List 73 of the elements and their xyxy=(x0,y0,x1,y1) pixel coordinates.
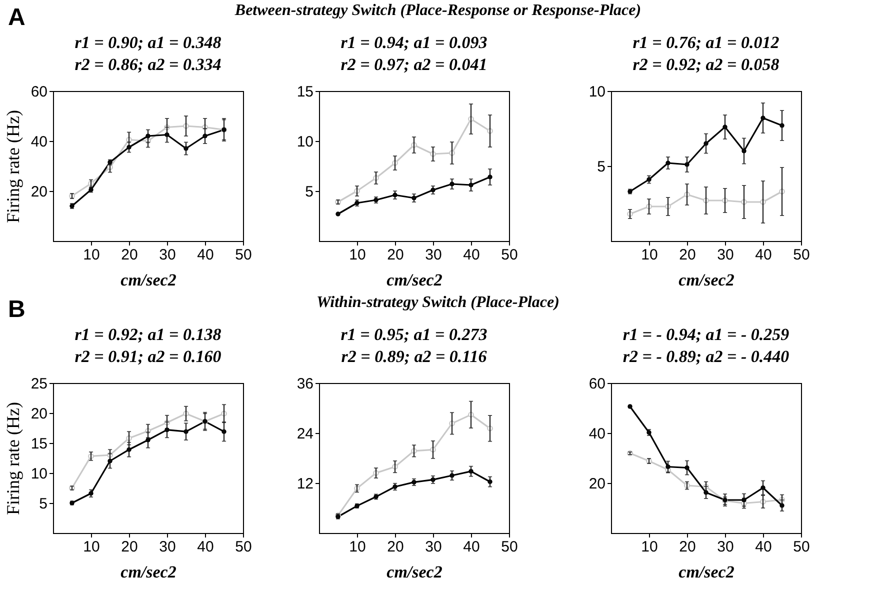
y-tick-label: 10 xyxy=(588,84,606,100)
text: Within-strategy Switch (Place-Place) xyxy=(316,294,560,311)
y-tick-label: 40 xyxy=(588,426,606,442)
x-tick-label: 10 xyxy=(641,246,658,264)
x-tick-label: 40 xyxy=(755,538,772,556)
text: B xyxy=(8,296,26,324)
text: r1 = 0.90; a1 = 0.348 xyxy=(74,33,222,52)
x-tick-label: 40 xyxy=(463,538,480,556)
text: r2 = 0.89; a2 = 0.116 xyxy=(341,347,487,366)
x-tick-label: 40 xyxy=(197,538,214,556)
text: r2 = - 0.89; a2 = - 0.440 xyxy=(622,347,790,366)
x-tick-label: 50 xyxy=(793,538,810,556)
y-tick-label: 60 xyxy=(30,84,48,100)
y-tick-label: 20 xyxy=(30,406,48,422)
x-tick-label: 50 xyxy=(793,246,810,264)
text: Between-strategy Switch (Place-Response or Response-Place) xyxy=(234,2,642,19)
x-tick-label: 20 xyxy=(679,538,696,556)
y-tick-label: 20 xyxy=(588,476,606,492)
y-tick-label: 10 xyxy=(30,466,48,482)
x-tick-label: 10 xyxy=(83,538,100,556)
text: r1 = 0.92; a1 = 0.138 xyxy=(74,325,222,344)
x-tick-label: 30 xyxy=(425,246,442,264)
x-tick-label: 20 xyxy=(121,538,138,556)
y-tick-label: 60 xyxy=(588,376,606,392)
text: r1 = - 0.94; a1 = - 0.259 xyxy=(622,325,790,344)
y-tick-label: 5 xyxy=(305,184,314,200)
x-axis-title: cm/sec2 xyxy=(386,562,443,582)
x-tick-label: 40 xyxy=(463,246,480,264)
y-tick-label: 15 xyxy=(30,436,48,452)
y-tick-label: 40 xyxy=(30,134,48,150)
x-tick-label: 40 xyxy=(197,246,214,264)
x-tick-label: 10 xyxy=(641,538,658,556)
y-tick-label: 10 xyxy=(296,134,314,150)
x-tick-label: 40 xyxy=(755,246,772,264)
y-tick-label: 15 xyxy=(296,84,314,100)
y-axis-title: Firing rate (Hz) xyxy=(2,110,23,223)
y-tick-label: 20 xyxy=(30,184,48,200)
text: r2 = 0.86; a2 = 0.334 xyxy=(74,55,222,74)
x-axis-title: cm/sec2 xyxy=(678,270,735,290)
x-tick-label: 10 xyxy=(349,538,366,556)
text: r2 = 0.92; a2 = 0.058 xyxy=(632,55,780,74)
x-tick-label: 10 xyxy=(349,246,366,264)
x-tick-label: 10 xyxy=(83,246,100,264)
x-tick-label: 50 xyxy=(501,538,518,556)
x-tick-label: 30 xyxy=(159,246,176,264)
y-tick-label: 24 xyxy=(296,426,314,442)
x-tick-label: 30 xyxy=(159,538,176,556)
x-tick-label: 20 xyxy=(121,246,138,264)
x-tick-label: 50 xyxy=(235,246,252,264)
text: r2 = 0.91; a2 = 0.160 xyxy=(74,347,222,366)
x-tick-label: 50 xyxy=(235,538,252,556)
x-axis-title: cm/sec2 xyxy=(678,562,735,582)
x-tick-label: 30 xyxy=(425,538,442,556)
x-tick-label: 30 xyxy=(717,538,734,556)
y-tick-label: 5 xyxy=(39,496,48,512)
x-tick-label: 20 xyxy=(387,538,404,556)
x-axis-title: cm/sec2 xyxy=(120,562,177,582)
text: r1 = 0.76; a1 = 0.012 xyxy=(632,33,780,52)
text: r2 = 0.97; a2 = 0.041 xyxy=(340,55,488,74)
text: r1 = 0.94; a1 = 0.093 xyxy=(340,33,488,52)
text: A xyxy=(8,4,26,32)
y-tick-label: 12 xyxy=(296,476,314,492)
x-tick-label: 20 xyxy=(387,246,404,264)
text: r1 = 0.95; a1 = 0.273 xyxy=(340,325,488,344)
y-axis-title: Firing rate (Hz) xyxy=(2,402,23,515)
x-tick-label: 30 xyxy=(717,246,734,264)
x-axis-title: cm/sec2 xyxy=(386,270,443,290)
y-tick-label: 36 xyxy=(296,376,314,392)
y-tick-label: 5 xyxy=(597,158,606,176)
x-axis-title: cm/sec2 xyxy=(120,270,177,290)
x-tick-label: 50 xyxy=(501,246,518,264)
x-tick-label: 20 xyxy=(679,246,696,264)
y-tick-label: 25 xyxy=(30,376,48,392)
